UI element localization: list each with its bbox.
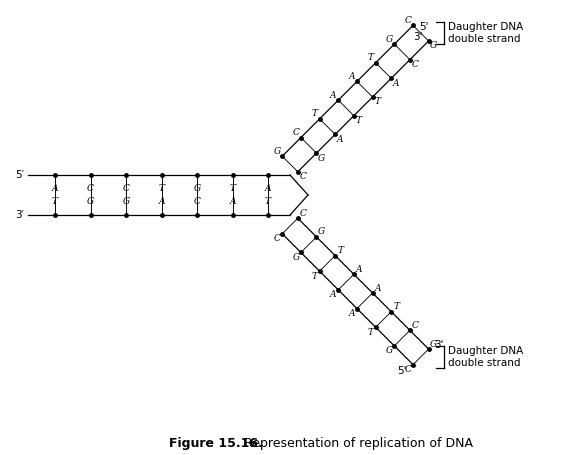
Text: A: A xyxy=(337,135,343,144)
Text: A: A xyxy=(158,197,165,206)
Text: T: T xyxy=(312,272,318,281)
Text: 3': 3' xyxy=(413,32,423,42)
Text: G: G xyxy=(122,197,130,206)
Text: C: C xyxy=(404,16,411,25)
Text: 5': 5' xyxy=(419,22,429,32)
Text: G: G xyxy=(318,228,325,237)
Text: Daughter DNA
double strand: Daughter DNA double strand xyxy=(448,346,523,368)
Text: T: T xyxy=(312,109,318,118)
Text: A: A xyxy=(330,290,336,299)
Text: T: T xyxy=(158,184,164,193)
Text: G: G xyxy=(318,153,325,162)
Text: T: T xyxy=(52,197,58,206)
Text: T: T xyxy=(356,116,362,125)
Text: G: G xyxy=(274,147,281,156)
Text: C: C xyxy=(404,365,411,374)
Text: 5′: 5′ xyxy=(15,170,24,180)
Text: G: G xyxy=(386,35,393,44)
Text: G: G xyxy=(386,346,393,355)
Text: C: C xyxy=(411,60,419,69)
Text: A: A xyxy=(265,184,271,193)
Text: T: T xyxy=(375,97,380,106)
Text: A: A xyxy=(349,309,355,318)
Text: G: G xyxy=(430,41,437,51)
Text: C: C xyxy=(87,184,94,193)
Text: C: C xyxy=(123,184,130,193)
Text: A: A xyxy=(375,283,381,293)
Text: C: C xyxy=(194,197,200,206)
Text: 3′: 3′ xyxy=(15,210,24,220)
Text: A: A xyxy=(349,72,355,81)
Text: G: G xyxy=(87,197,94,206)
Text: C: C xyxy=(411,321,419,330)
Text: T: T xyxy=(367,53,374,62)
Text: G: G xyxy=(430,339,437,349)
Text: Daughter DNA
double strand: Daughter DNA double strand xyxy=(448,22,523,44)
Text: Representation of replication of DNA: Representation of replication of DNA xyxy=(241,436,474,450)
Text: A: A xyxy=(52,184,58,193)
Text: A: A xyxy=(356,265,362,274)
Text: A: A xyxy=(393,79,399,88)
Text: Figure 15.16.: Figure 15.16. xyxy=(169,436,263,450)
Text: T: T xyxy=(230,184,235,193)
Text: G: G xyxy=(292,253,299,262)
Text: C: C xyxy=(299,209,306,218)
Text: T: T xyxy=(393,302,399,311)
Text: A: A xyxy=(330,91,336,100)
Text: G: G xyxy=(193,184,201,193)
Text: C: C xyxy=(299,172,306,181)
Text: C: C xyxy=(292,128,299,137)
Text: T: T xyxy=(367,328,374,337)
Text: T: T xyxy=(337,246,343,255)
Text: T: T xyxy=(265,197,271,206)
Text: A: A xyxy=(230,197,236,206)
Text: 3': 3' xyxy=(434,340,444,350)
Text: C: C xyxy=(274,234,281,243)
Text: 5': 5' xyxy=(397,366,407,375)
